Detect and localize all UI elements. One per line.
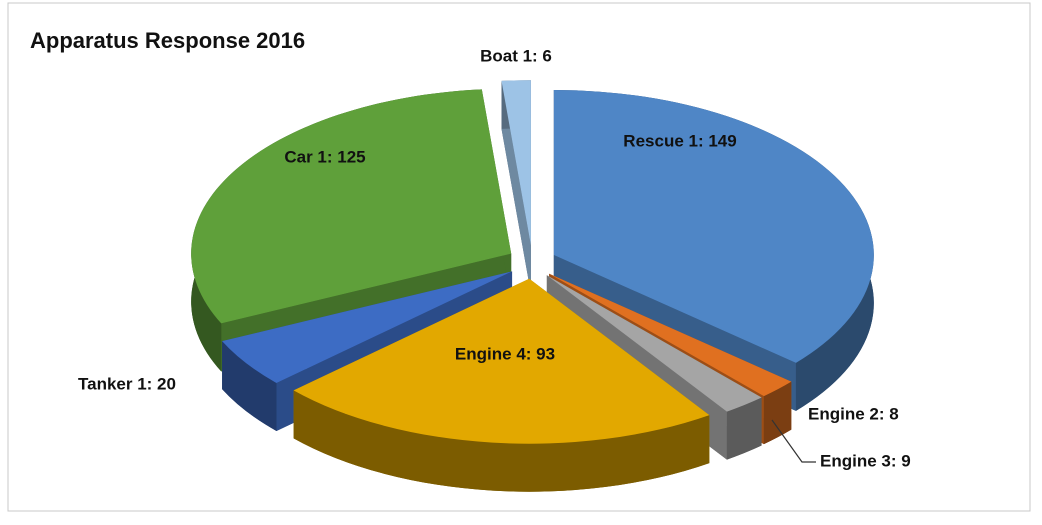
slice-wall [501, 80, 531, 294]
data-label: Boat 1: 6 [480, 46, 552, 65]
chart-title: Apparatus Response 2016 [30, 28, 305, 53]
slice [222, 271, 513, 384]
data-label: Engine 4: 93 [455, 344, 555, 363]
slice [549, 273, 792, 397]
data-label: Engine 2: 8 [808, 404, 899, 423]
data-label: Engine 3: 9 [820, 451, 911, 470]
data-label: Rescue 1: 149 [623, 131, 736, 150]
slice-side [763, 381, 792, 445]
slice-side [222, 341, 277, 432]
slice [546, 275, 762, 412]
slice-side [293, 390, 710, 492]
slice-side [726, 397, 762, 460]
slice [191, 89, 512, 324]
slice [293, 278, 710, 444]
data-label: Tanker 1: 20 [78, 374, 176, 393]
data-label: Car 1: 125 [284, 147, 365, 166]
leader-line [771, 419, 816, 463]
slice [553, 90, 874, 363]
slice [501, 80, 531, 246]
